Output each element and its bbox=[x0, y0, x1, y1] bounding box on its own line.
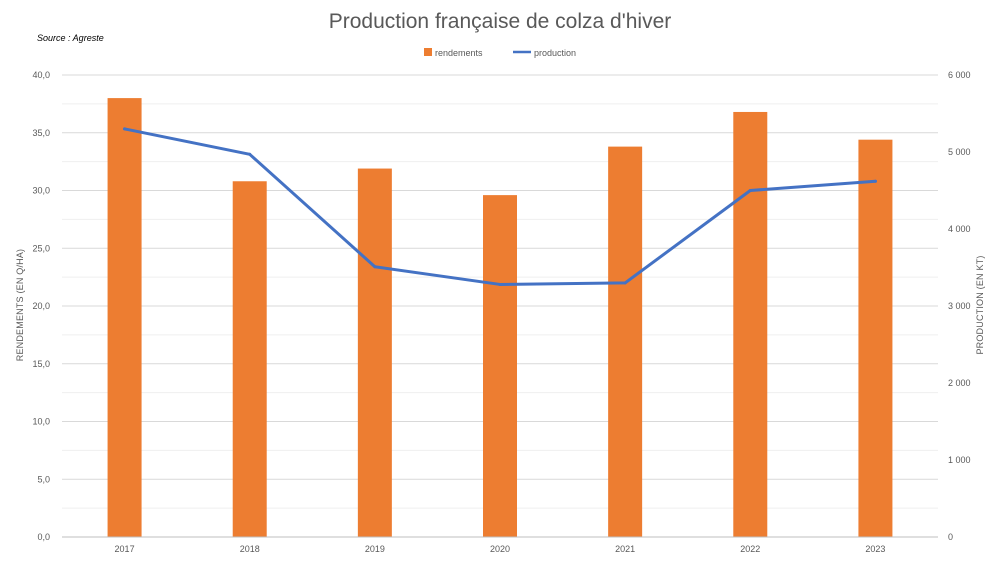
bar-rendements bbox=[608, 146, 643, 538]
y-right-tick-label: 1 000 bbox=[948, 455, 971, 465]
x-tick-label: 2019 bbox=[365, 544, 385, 554]
chart-title: Production française de colza d'hiver bbox=[329, 10, 672, 33]
bar-rendements bbox=[357, 168, 392, 537]
point-production bbox=[873, 179, 877, 183]
bar-rendements bbox=[858, 139, 893, 537]
y-left-tick-label: 20,0 bbox=[32, 301, 50, 311]
y-right-tick-label: 6 000 bbox=[948, 70, 971, 80]
y-left-tick-label: 40,0 bbox=[32, 70, 50, 80]
source-note: Source : Agreste bbox=[37, 33, 104, 43]
y-left-axis-title: RENDEMENTS (EN Q/HA) bbox=[15, 249, 25, 362]
bar-series-rendements bbox=[107, 98, 893, 538]
axes: 0,0 5,0 10,0 15,0 20,0 25,0 30,0 35,0 40,0 0 1 000… bbox=[32, 70, 970, 554]
y-left-tick-label: 10,0 bbox=[32, 417, 50, 427]
y-left-tick-label: 5,0 bbox=[37, 474, 50, 484]
y-right-axis-title: PRODUCTION (EN KT) bbox=[975, 255, 985, 354]
legend-label-production: production bbox=[534, 48, 576, 58]
x-tick-label: 2018 bbox=[240, 544, 260, 554]
y-right-tick-label: 5 000 bbox=[948, 147, 971, 157]
line-series-production bbox=[123, 127, 877, 286]
point-production bbox=[748, 189, 752, 192]
bar-rendements bbox=[733, 111, 768, 538]
bar-rendements bbox=[483, 195, 517, 537]
y-left-tick-label: 35,0 bbox=[32, 128, 50, 138]
y-right-tick-label: 2 000 bbox=[948, 378, 971, 388]
legend-label-rendements: rendements bbox=[435, 48, 483, 58]
y-right-tick-label: 0 bbox=[948, 532, 953, 542]
bar-rendements bbox=[107, 98, 142, 537]
x-tick-label: 2017 bbox=[115, 544, 135, 554]
x-tick-label: 2023 bbox=[865, 544, 885, 554]
bar-rendements bbox=[232, 181, 267, 537]
y-right-tick-label: 4 000 bbox=[948, 224, 971, 234]
x-tick-label: 2020 bbox=[490, 544, 510, 554]
legend: rendements production bbox=[424, 48, 576, 58]
y-left-tick-label: 15,0 bbox=[32, 359, 50, 369]
point-production bbox=[498, 282, 502, 286]
point-production bbox=[373, 265, 377, 269]
x-tick-label: 2021 bbox=[615, 544, 635, 554]
y-left-tick-label: 0,0 bbox=[37, 532, 50, 542]
point-production bbox=[248, 152, 252, 156]
legend-swatch-rendements bbox=[424, 48, 432, 56]
y-left-tick-label: 30,0 bbox=[32, 186, 50, 196]
x-tick-label: 2022 bbox=[740, 544, 760, 554]
y-right-tick-label: 3 000 bbox=[948, 301, 971, 311]
point-production bbox=[123, 127, 127, 131]
point-production bbox=[623, 281, 627, 285]
y-left-tick-label: 25,0 bbox=[32, 243, 50, 253]
